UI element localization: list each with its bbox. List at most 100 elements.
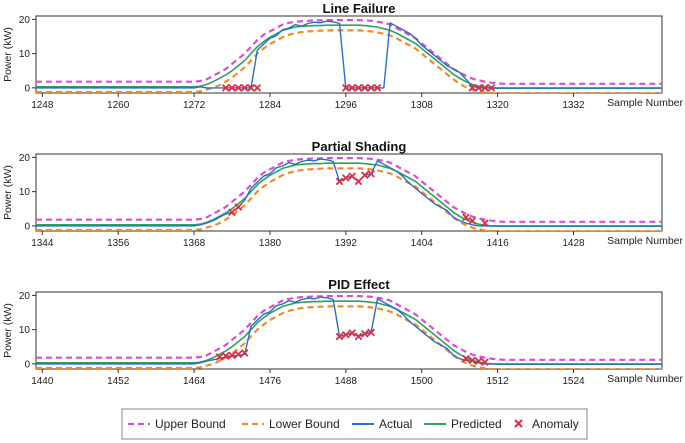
legend-label-predicted: Predicted [451, 417, 502, 431]
anomaly-marker [234, 203, 243, 211]
anomaly-marker [240, 349, 249, 357]
y-axis-label: Power (kW) [2, 27, 14, 82]
x-tick-label: 1248 [31, 100, 54, 111]
y-tick-label: 10 [19, 325, 31, 336]
anomaly-marker [481, 358, 489, 366]
anomaly-marker [360, 171, 369, 180]
y-tick-label: 10 [19, 187, 31, 198]
anomaly-marker [335, 177, 344, 186]
anomaly-marker [367, 328, 375, 337]
x-tick-label: 1308 [411, 100, 434, 111]
y-tick-label: 0 [24, 359, 30, 370]
x-tick-label: 1524 [562, 376, 585, 387]
panel-title: Partial Shading [312, 139, 407, 154]
anomaly-marker [468, 216, 477, 225]
x-tick-label: 1296 [335, 100, 358, 111]
x-tick-label: 1380 [259, 238, 282, 249]
panel-line-failure: Line Failure 0 10 20 1248 1260 1272 1284 1296 130… [2, 1, 683, 111]
panel-title: PID Effect [328, 277, 390, 292]
series-actual [36, 158, 662, 227]
x-tick-label: 1392 [335, 238, 358, 249]
anomaly-marker [354, 177, 363, 186]
anomaly-marker [348, 84, 356, 92]
y-tick-label: 0 [24, 83, 30, 94]
x-tick-label: 1368 [183, 238, 206, 249]
x-tick-label: 1404 [411, 238, 434, 249]
x-tick-label: 1356 [107, 238, 130, 249]
anomaly-marker [215, 353, 224, 361]
y-tick-label: 10 [19, 49, 31, 60]
series-actual [36, 296, 662, 365]
anomaly-marker [228, 84, 236, 92]
legend-swatch-anomaly [514, 419, 523, 428]
y-tick-label: 20 [19, 15, 31, 26]
anomaly-marker [462, 354, 470, 363]
y-tick-label: 0 [24, 221, 30, 232]
series-upper [36, 157, 662, 223]
anomaly-marker [354, 84, 363, 92]
axes-frame [35, 15, 663, 94]
series-lower [36, 305, 662, 369]
x-tick-label: 1488 [335, 376, 358, 387]
x-tick-label: 1452 [107, 376, 130, 387]
anomaly-marker [240, 84, 249, 92]
x-tick-label: 1428 [562, 238, 585, 249]
anomaly-marker [221, 84, 230, 92]
anomaly-marker [481, 219, 489, 227]
anomaly-marker [487, 84, 496, 92]
anomaly-marker [468, 356, 477, 365]
y-tick-label: 20 [19, 291, 31, 302]
anomaly-marker [228, 351, 236, 360]
anomaly-marker [342, 84, 350, 92]
plot-area [36, 295, 662, 369]
x-tick-label: 1416 [486, 238, 509, 249]
x-axis-label: Sample Number [607, 373, 683, 385]
legend-label-anomaly: Anomaly [532, 417, 579, 431]
anomaly-marker [468, 84, 477, 92]
panel-title: Line Failure [323, 1, 396, 16]
panel-partial-shading: Partial Shading 0 10 20 1344 1356 1368 1380 1392… [2, 139, 683, 249]
series-lower [36, 29, 662, 93]
legend: Upper Bound Lower Bound Actual Predicted… [121, 408, 588, 440]
plot-area [36, 157, 662, 231]
x-tick-label: 1500 [411, 376, 434, 387]
legend-label-upper: Upper Bound [155, 417, 226, 431]
anomaly-marker [348, 172, 356, 181]
anomaly-marker [481, 84, 489, 92]
series-upper [36, 295, 662, 361]
anomaly-marker [360, 84, 369, 92]
x-tick-label: 1284 [259, 100, 282, 111]
anomaly-marker [367, 84, 375, 92]
anomaly-marker [234, 350, 243, 359]
x-tick-label: 1476 [259, 376, 282, 387]
y-axis-label: Power (kW) [2, 165, 14, 220]
anomaly-marker [342, 174, 350, 182]
series-predicted [36, 162, 662, 227]
y-tick-label: 20 [19, 153, 31, 164]
x-axis-label: Sample Number [607, 235, 683, 247]
x-tick-label: 1512 [486, 376, 509, 387]
axes-frame [35, 291, 663, 370]
axes-frame [35, 153, 663, 232]
x-tick-label: 1464 [183, 376, 206, 387]
x-tick-label: 1260 [107, 100, 130, 111]
x-tick-label: 1440 [31, 376, 54, 387]
anomaly-marker [462, 213, 470, 222]
anomaly-marker [234, 84, 243, 92]
x-tick-label: 1320 [486, 100, 509, 111]
anomaly-marker [342, 330, 350, 339]
x-axis-label: Sample Number [607, 97, 683, 109]
anomaly-marker [354, 332, 363, 341]
anomaly-marker [474, 84, 483, 92]
panels: Line Failure 0 10 20 1248 1260 1272 1284 1296 130… [2, 1, 683, 387]
series-predicted [36, 24, 662, 89]
x-tick-label: 1272 [183, 100, 206, 111]
anomaly-marker [474, 357, 483, 365]
anomaly-marker [360, 329, 369, 338]
anomaly-marker [247, 84, 255, 92]
anomaly-marker [367, 170, 375, 178]
legend-label-lower: Lower Bound [269, 417, 340, 431]
series-upper [36, 19, 662, 85]
anomaly-marker [253, 84, 262, 92]
